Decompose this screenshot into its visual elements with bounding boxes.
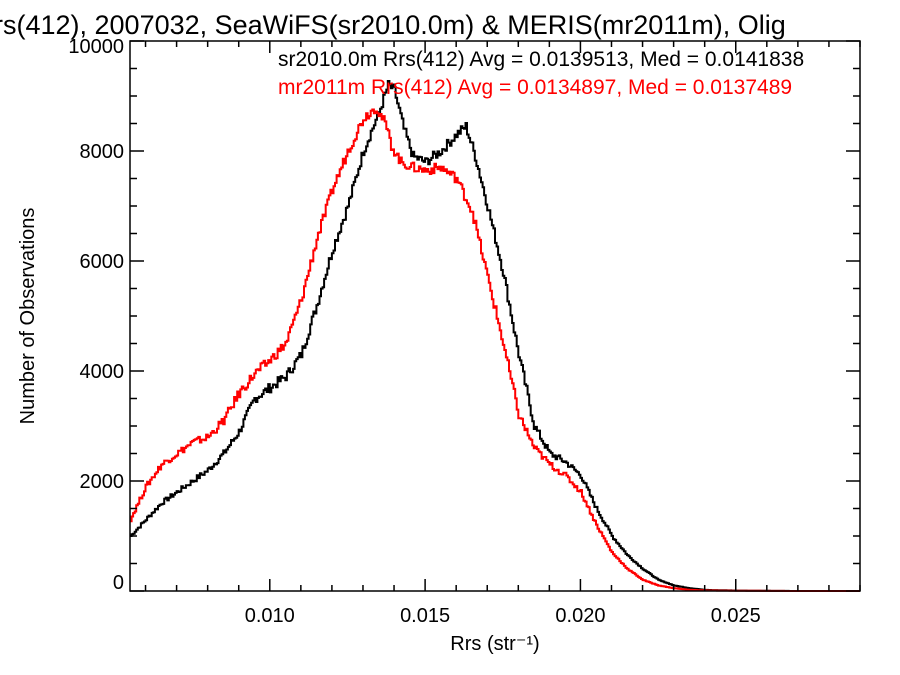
plot-frame [129, 40, 861, 592]
series-line-1 [130, 80, 860, 592]
series-layer [130, 80, 860, 592]
ticks-layer: 0.010 0.015 0.020 0.025 0 2000 4000 6000 8000 100… [68, 36, 861, 627]
series-line-2 [130, 108, 860, 592]
x-tick-label: 0.015 [400, 605, 450, 627]
x-tick-label: 0.025 [711, 605, 761, 627]
x-tick-label: 0.010 [245, 605, 295, 627]
y-tick-label: 2000 [80, 471, 125, 493]
legend-entry-series-2: mr2011m Rrs(412) Avg = 0.0134897, Med = … [278, 76, 792, 99]
y-tick-label: 4000 [80, 361, 125, 383]
y-tick-label: 8000 [80, 141, 125, 163]
x-tick-label: 0.020 [555, 605, 605, 627]
x-axis-label: Rrs (str⁻¹) [450, 633, 539, 655]
y-axis-label: Number of Observations [17, 208, 39, 425]
legend-entry-series-1: sr2010.0m Rrs(412) Avg = 0.0139513, Med … [278, 48, 804, 71]
y-tick-label: 10000 [68, 36, 124, 58]
y-tick-label: 6000 [80, 251, 125, 273]
chart-title: rs(412), 2007032, SeaWiFS(sr2010.0m) & M… [0, 10, 786, 40]
y-tick-label: 0 [113, 572, 124, 594]
